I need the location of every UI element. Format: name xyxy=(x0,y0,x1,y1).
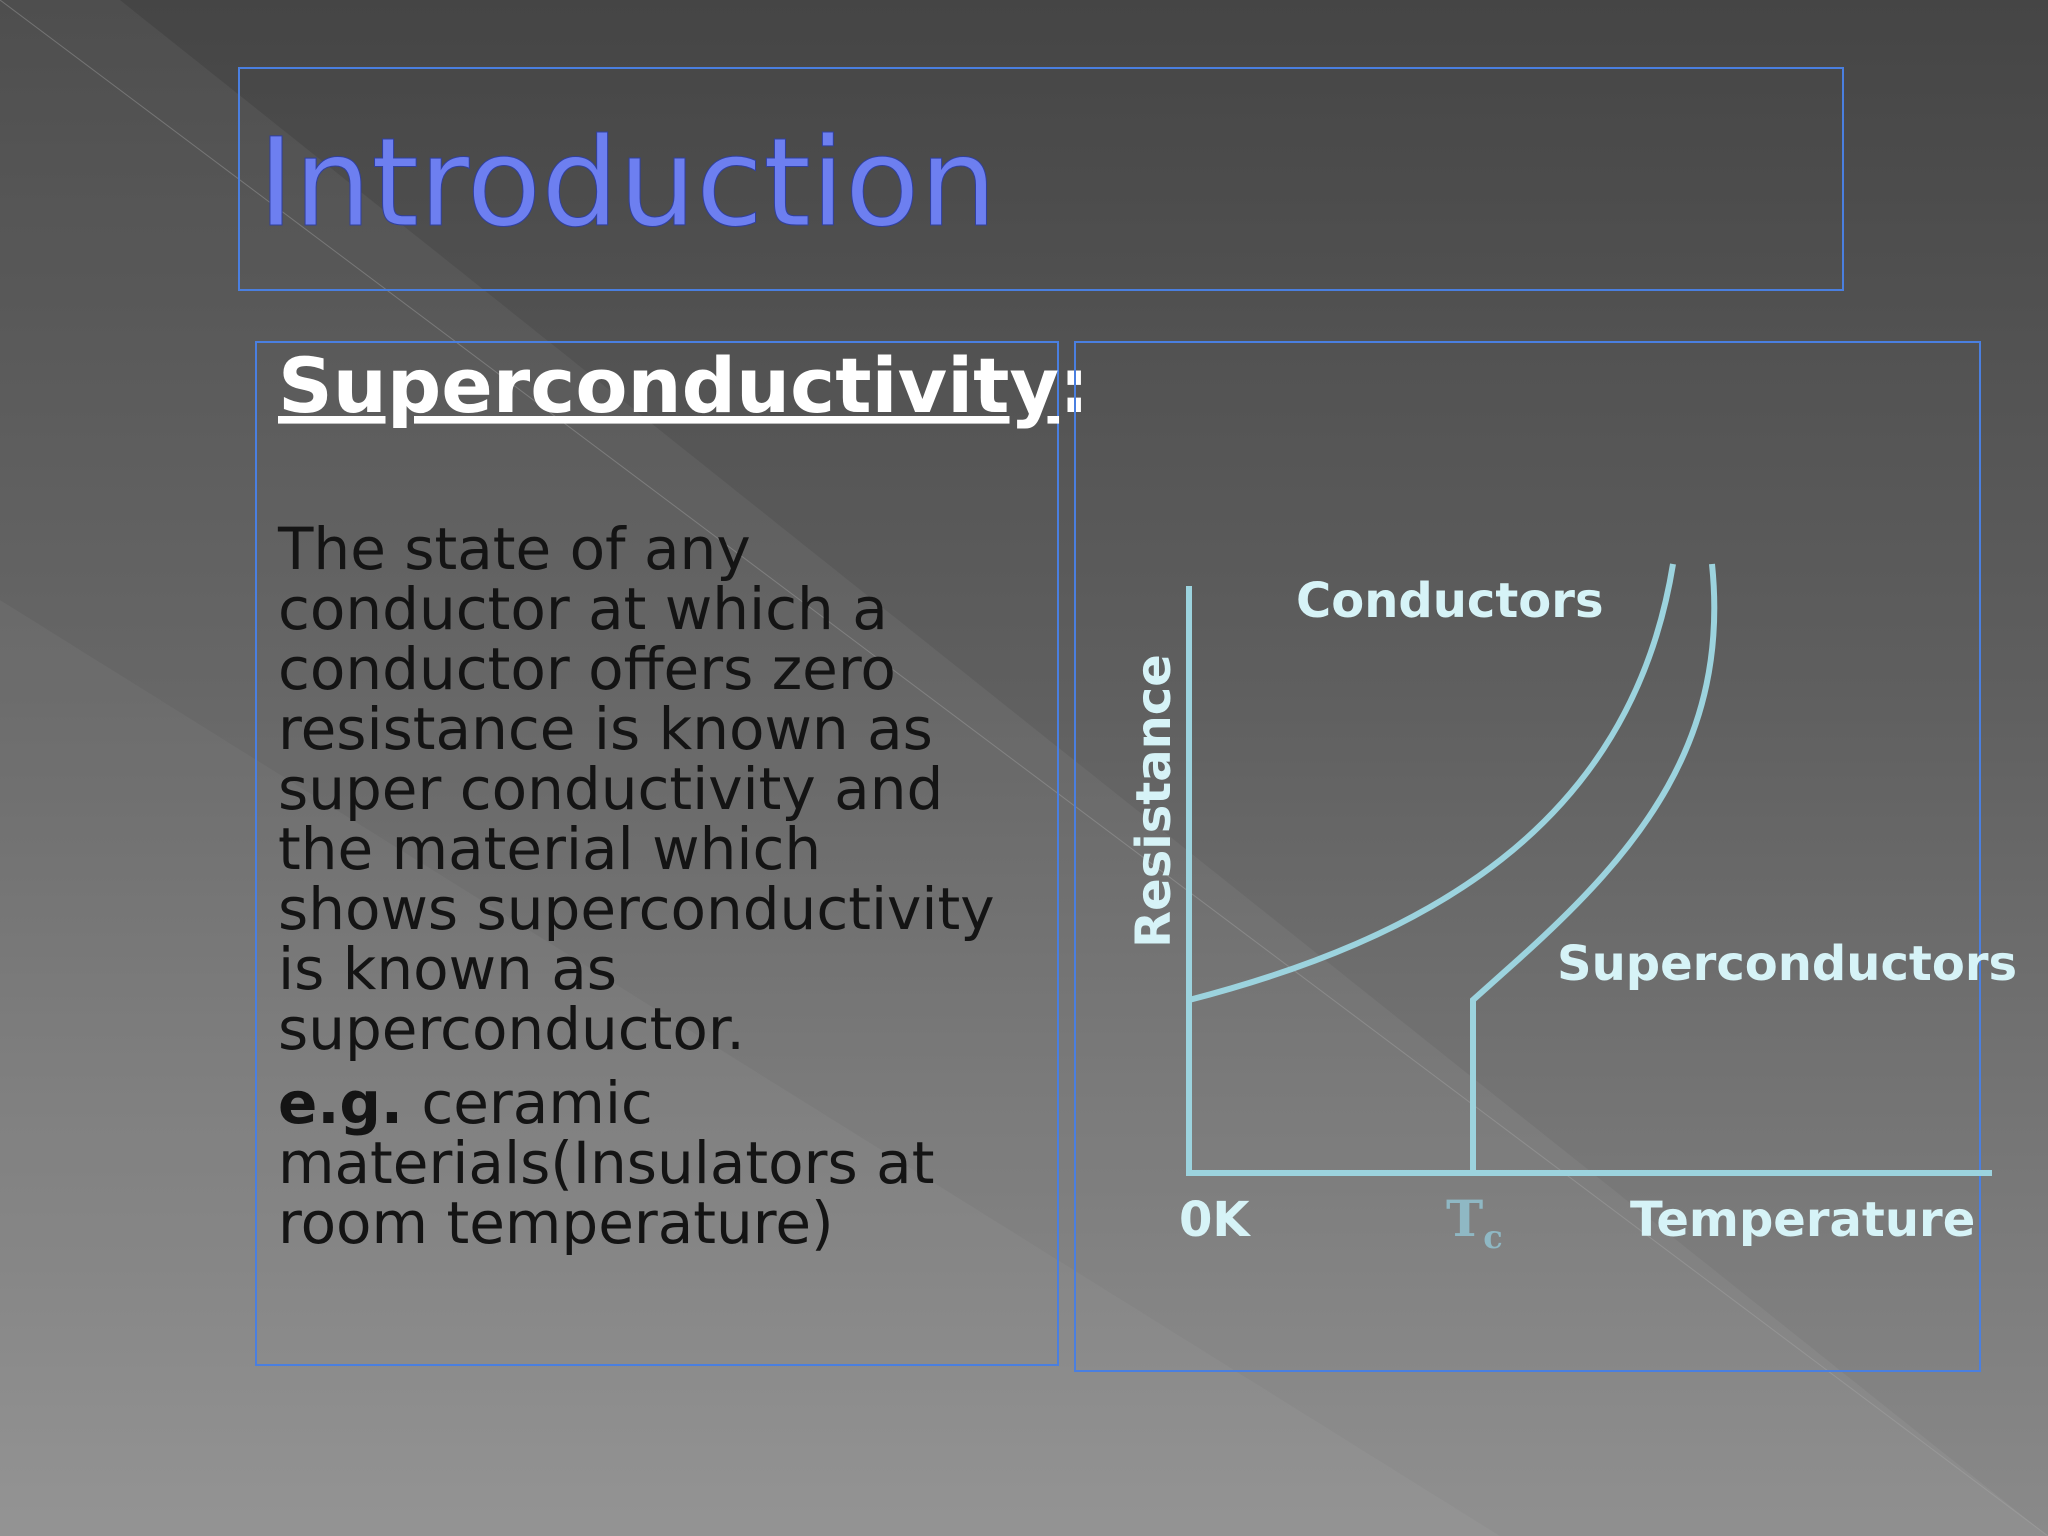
example-line: materials(Insulators at xyxy=(278,1129,934,1197)
body-line: conductor at which a xyxy=(278,575,888,643)
body-line: is known as xyxy=(278,935,617,1003)
diagram-box xyxy=(1074,341,1981,1372)
conductor-curve xyxy=(1188,563,1676,1003)
heading: Superconductivity: xyxy=(278,341,1089,430)
text-box xyxy=(255,341,1059,1366)
body-line: conductor offers zero xyxy=(278,635,896,703)
body-line: The state of any xyxy=(277,515,751,583)
x-axis-label: Temperature xyxy=(1630,1192,1975,1248)
y-axis-label: Resistance xyxy=(1126,654,1182,948)
example-text: ceramic xyxy=(403,1069,653,1137)
tc-main: T xyxy=(1446,1189,1483,1248)
tc-label: Tc xyxy=(1446,1189,1503,1256)
body-line: shows superconductivity xyxy=(278,875,995,943)
example-line: e.g. ceramic xyxy=(278,1069,653,1137)
superconductor-curve xyxy=(1470,563,1718,1173)
background-shape xyxy=(0,600,1500,1536)
heading-text: Superconductivity xyxy=(278,341,1059,430)
body-line: resistance is known as xyxy=(278,695,933,763)
example-line: room temperature) xyxy=(278,1189,834,1257)
tc-sub: c xyxy=(1483,1218,1502,1256)
superconductors-label: Superconductors xyxy=(1557,936,2017,992)
body-line: the material which xyxy=(278,815,821,883)
example-lead: e.g. xyxy=(278,1069,403,1137)
body-line: super conductivity and xyxy=(278,755,943,823)
body-line: superconductor. xyxy=(278,995,745,1063)
origin-label: 0K xyxy=(1179,1192,1251,1248)
title-box xyxy=(238,67,1844,291)
conductors-label: Conductors xyxy=(1296,573,1604,629)
slide-title: Introduction xyxy=(258,112,997,254)
